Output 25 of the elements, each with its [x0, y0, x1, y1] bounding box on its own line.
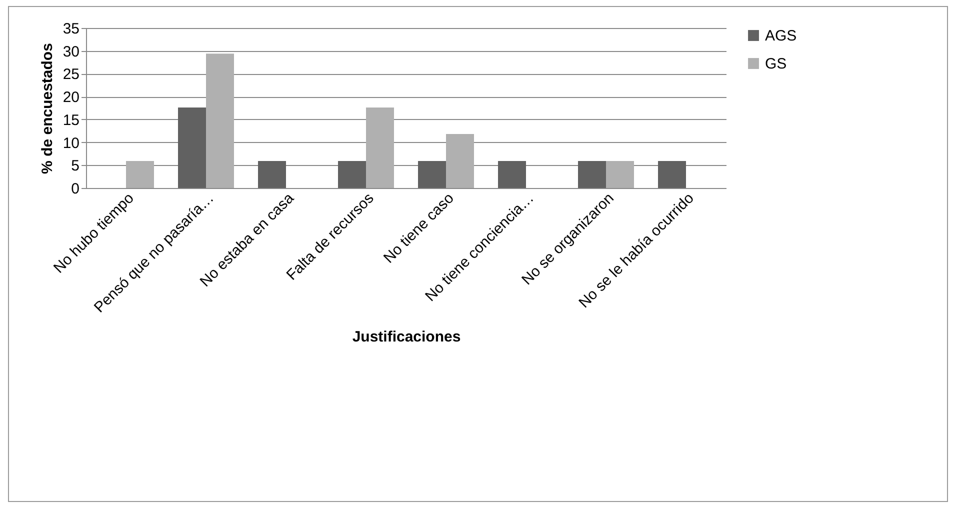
y-tick-label: 35 — [62, 20, 80, 38]
bar — [366, 108, 394, 188]
bar — [338, 161, 366, 188]
bar — [578, 161, 606, 188]
y-tick-label: 0 — [71, 180, 80, 198]
y-tick-label: 25 — [62, 66, 80, 84]
bar — [606, 161, 634, 188]
y-tick-label: 20 — [62, 89, 80, 106]
legend-label: GS — [765, 56, 787, 72]
bar — [258, 161, 286, 188]
bar — [658, 161, 686, 188]
y-tick-label: 30 — [62, 43, 80, 60]
y-tick-label: 15 — [62, 112, 80, 129]
x-axis-title: Justificaciones — [352, 328, 461, 346]
bar — [206, 54, 234, 188]
y-tick-label: 10 — [62, 134, 80, 152]
bar — [126, 161, 154, 188]
bar — [446, 134, 474, 188]
bar — [498, 161, 526, 188]
x-tick-label: No tiene caso — [380, 190, 458, 267]
bar — [178, 108, 206, 188]
y-axis-title: % de encuestados — [38, 43, 56, 174]
y-tick-label: 5 — [71, 158, 80, 175]
bar — [418, 161, 446, 188]
legend-label: AGS — [765, 28, 797, 44]
